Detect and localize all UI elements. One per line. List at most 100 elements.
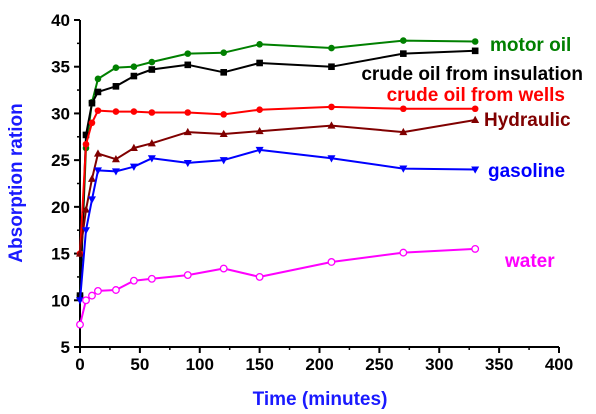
- y-tick-label: 10: [51, 291, 70, 310]
- data-point: [220, 111, 227, 118]
- y-axis-ticks: 5 10 15 20 25 30 35 40: [51, 11, 80, 357]
- data-point: [129, 163, 138, 171]
- data-point: [88, 291, 96, 300]
- series-labels: motor oil crude oil from insulationcrude …: [361, 35, 583, 272]
- x-tick-label: 0: [75, 355, 84, 374]
- data-point: [112, 83, 120, 90]
- data-point: [112, 64, 120, 71]
- series-label-water: water: [504, 251, 555, 272]
- data-point: [400, 37, 407, 44]
- data-point: [111, 286, 120, 294]
- data-point: [255, 126, 264, 135]
- data-point: [399, 165, 408, 173]
- data-point: [219, 264, 228, 273]
- data-point: [328, 103, 335, 111]
- data-point: [148, 66, 156, 73]
- data-point: [471, 244, 480, 253]
- data-point: [184, 50, 192, 57]
- x-tick-label: 200: [305, 355, 333, 374]
- data-point: [148, 109, 156, 116]
- y-tick-label: 40: [51, 11, 70, 30]
- data-point: [328, 44, 335, 52]
- data-point: [88, 119, 96, 127]
- data-point: [328, 63, 335, 71]
- data-point: [87, 196, 96, 204]
- series-label-gasoline: gasoline: [488, 161, 565, 182]
- data-point: [82, 131, 90, 139]
- series-label-hydraulic: Hydraulic: [484, 110, 571, 131]
- data-point: [94, 75, 102, 83]
- data-point: [87, 174, 96, 182]
- series-label-crude-oil-from-wells: crude oil from wells: [387, 85, 565, 106]
- data-point: [399, 127, 408, 136]
- data-point: [88, 99, 96, 107]
- x-axis-title: Time (minutes): [253, 389, 388, 410]
- x-tick-label: 150: [245, 355, 273, 374]
- series-hydraulic: [76, 115, 480, 257]
- series-layer: [76, 37, 480, 329]
- data-point: [82, 140, 90, 148]
- data-point: [94, 286, 102, 295]
- data-point: [129, 276, 138, 285]
- data-point: [400, 105, 407, 113]
- data-point: [219, 157, 228, 165]
- data-point: [82, 296, 90, 305]
- y-tick-label: 25: [51, 151, 70, 170]
- data-point: [471, 166, 480, 174]
- data-point: [399, 248, 408, 257]
- y-tick-label: 15: [51, 245, 70, 264]
- x-tick-label: 250: [365, 355, 393, 374]
- series-gasoline: [76, 146, 480, 305]
- data-point: [471, 105, 479, 113]
- data-point: [94, 88, 102, 96]
- data-point: [220, 49, 227, 56]
- data-point: [147, 274, 156, 283]
- data-point: [255, 146, 264, 155]
- data-point: [327, 155, 336, 163]
- data-point: [129, 143, 138, 151]
- data-point: [471, 115, 480, 123]
- data-point: [256, 106, 263, 113]
- series-line: [79, 119, 476, 254]
- x-tick-label: 300: [425, 355, 453, 374]
- data-point: [94, 107, 102, 114]
- data-point: [76, 297, 84, 305]
- data-point: [130, 72, 138, 80]
- data-point: [111, 155, 120, 163]
- y-axis-title: Absorption ration: [6, 103, 27, 262]
- series-label-crude-oil-from-insulation: crude oil from insulation: [361, 64, 583, 85]
- data-point: [183, 159, 192, 168]
- series-line: [79, 148, 476, 301]
- data-point: [256, 59, 263, 67]
- data-point: [400, 50, 407, 57]
- data-point: [184, 109, 192, 116]
- data-point: [219, 129, 228, 137]
- y-tick-label: 30: [51, 104, 70, 123]
- series-crude-oil-from-insulation: [76, 47, 479, 299]
- data-point: [184, 61, 192, 69]
- data-point: [93, 167, 102, 175]
- data-point: [147, 155, 156, 163]
- y-tick-label: 20: [51, 198, 70, 217]
- data-point: [255, 272, 264, 281]
- data-point: [76, 320, 84, 329]
- data-point: [112, 108, 120, 115]
- data-point: [81, 227, 90, 235]
- data-point: [147, 139, 156, 147]
- x-tick-label: 50: [130, 355, 149, 374]
- series-crude-oil-from-wells: [76, 103, 479, 257]
- y-tick-label: 35: [51, 58, 70, 77]
- data-point: [327, 258, 336, 266]
- data-point: [327, 121, 336, 129]
- data-point: [183, 271, 192, 280]
- x-axis-ticks: 0 50 100 150 200 250 300 350 400: [75, 347, 573, 374]
- series-line: [79, 247, 476, 325]
- series-label-motor-oil: motor oil: [490, 35, 571, 56]
- data-point: [148, 58, 156, 66]
- data-point: [220, 69, 227, 76]
- x-tick-label: 100: [186, 355, 214, 374]
- data-point: [76, 249, 84, 257]
- data-point: [183, 127, 192, 136]
- data-point: [93, 149, 102, 157]
